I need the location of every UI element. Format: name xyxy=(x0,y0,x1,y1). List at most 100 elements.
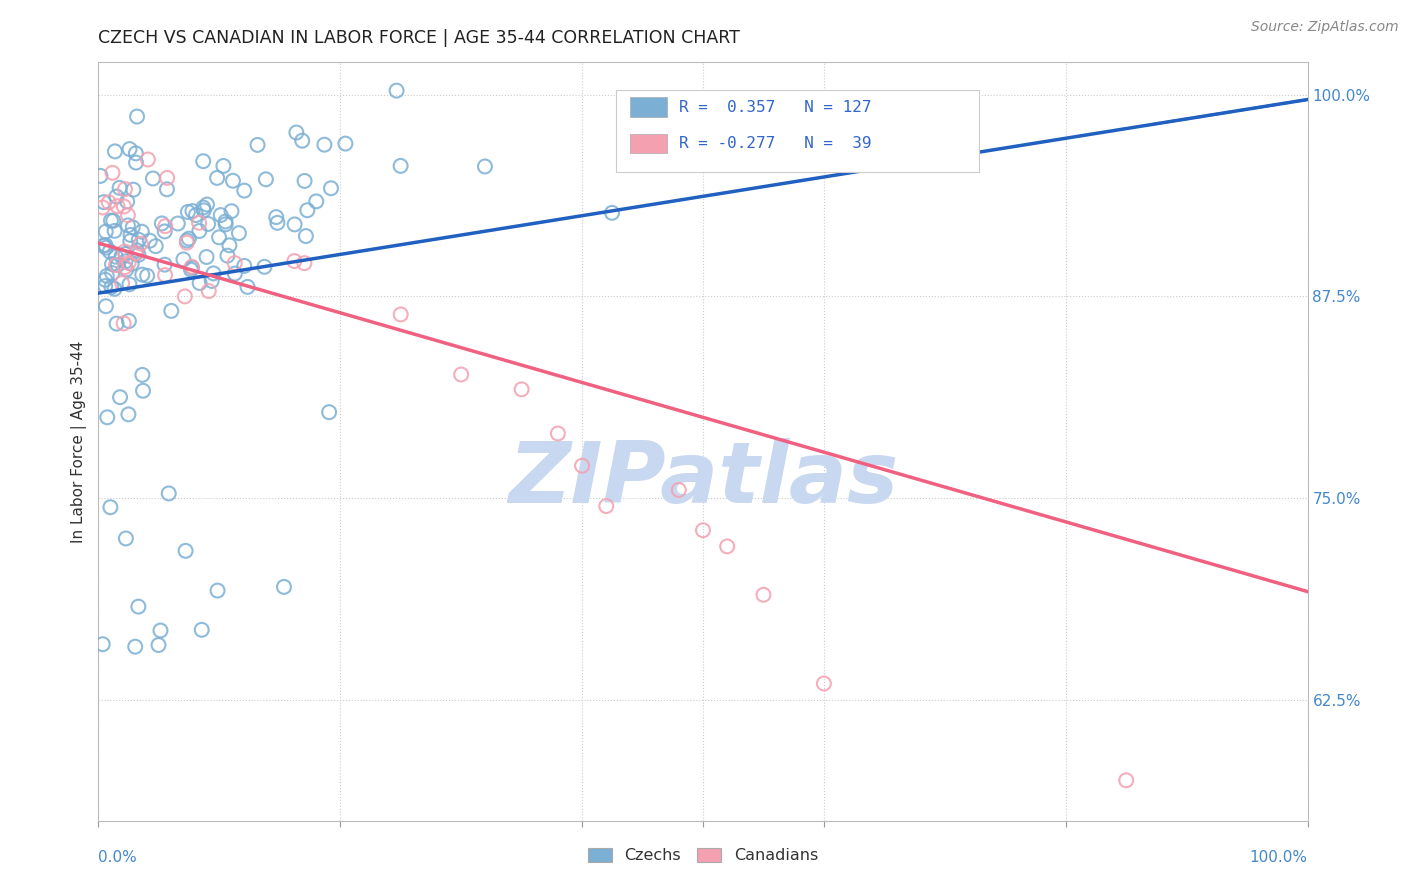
Point xyxy=(177,205,200,219)
Point xyxy=(205,170,228,185)
Point xyxy=(188,224,211,238)
Point xyxy=(124,640,146,654)
Point xyxy=(94,299,117,313)
Point xyxy=(105,189,128,203)
Point xyxy=(201,274,224,288)
Point xyxy=(149,624,172,638)
Point xyxy=(120,227,142,242)
Point xyxy=(101,257,124,271)
Point xyxy=(156,182,179,196)
Text: 100.0%: 100.0% xyxy=(1250,850,1308,865)
Point xyxy=(94,225,117,239)
Point xyxy=(115,194,138,209)
Point xyxy=(125,146,148,161)
Point xyxy=(450,368,472,382)
Point xyxy=(193,203,215,218)
Point xyxy=(142,171,165,186)
Point xyxy=(139,234,162,248)
Point xyxy=(600,206,623,220)
Point xyxy=(104,224,127,238)
FancyBboxPatch shape xyxy=(616,90,979,172)
Point xyxy=(195,250,218,264)
Point xyxy=(813,676,835,690)
Point xyxy=(118,314,141,328)
Point xyxy=(97,195,120,210)
Point xyxy=(91,637,114,651)
Point xyxy=(98,244,121,259)
Text: ZIPatlas: ZIPatlas xyxy=(508,438,898,521)
Point xyxy=(233,184,256,198)
Point xyxy=(125,246,148,260)
Point xyxy=(131,268,153,282)
Point xyxy=(222,174,245,188)
Point xyxy=(716,540,738,554)
Point xyxy=(177,232,200,246)
Point xyxy=(752,588,775,602)
Point xyxy=(153,268,176,282)
Point xyxy=(115,532,138,546)
Point xyxy=(93,195,115,210)
Point xyxy=(184,208,207,222)
Point xyxy=(115,262,138,277)
Point xyxy=(224,267,246,281)
Point xyxy=(214,214,236,228)
Point xyxy=(114,244,136,259)
Point xyxy=(104,250,127,264)
Point xyxy=(195,197,218,211)
Point xyxy=(172,252,194,267)
Point xyxy=(111,276,134,290)
Point xyxy=(207,583,229,598)
Point xyxy=(305,194,328,209)
Point xyxy=(1115,773,1137,788)
Point xyxy=(153,258,176,272)
Text: R = -0.277   N =  39: R = -0.277 N = 39 xyxy=(679,136,872,151)
Point xyxy=(264,210,287,224)
Point xyxy=(120,234,142,248)
Point xyxy=(547,426,569,441)
Point xyxy=(190,623,212,637)
Point xyxy=(291,134,314,148)
Point xyxy=(233,259,256,273)
Point xyxy=(103,214,125,228)
Point xyxy=(156,170,179,185)
Point xyxy=(193,154,215,169)
Point xyxy=(188,276,211,290)
Point xyxy=(157,486,180,500)
Text: CZECH VS CANADIAN IN LABOR FORCE | AGE 35-44 CORRELATION CHART: CZECH VS CANADIAN IN LABOR FORCE | AGE 3… xyxy=(98,29,741,47)
Point xyxy=(117,408,139,422)
Point xyxy=(104,145,127,159)
Point xyxy=(129,236,152,251)
Point xyxy=(101,166,124,180)
Point xyxy=(131,225,153,239)
Point xyxy=(314,137,336,152)
Point xyxy=(125,110,148,124)
Point xyxy=(105,317,128,331)
Point xyxy=(176,234,198,248)
Point xyxy=(132,384,155,398)
Point xyxy=(100,213,122,227)
Point xyxy=(117,219,139,233)
Point xyxy=(208,230,231,244)
Point xyxy=(136,268,159,283)
Point xyxy=(112,199,135,213)
Point xyxy=(131,368,153,382)
Point xyxy=(273,580,295,594)
Point xyxy=(114,247,136,261)
Point xyxy=(127,248,149,262)
Point xyxy=(389,308,412,322)
Point xyxy=(180,260,202,274)
Text: 0.0%: 0.0% xyxy=(98,850,138,865)
Point xyxy=(197,284,219,298)
Point xyxy=(107,258,129,272)
FancyBboxPatch shape xyxy=(630,134,666,153)
Point xyxy=(668,483,690,497)
Point xyxy=(221,204,243,219)
Point xyxy=(118,142,141,156)
Point xyxy=(91,238,114,252)
Point xyxy=(128,233,150,247)
Point xyxy=(595,499,617,513)
Point xyxy=(176,235,198,250)
Point xyxy=(295,229,318,244)
Point xyxy=(94,273,117,287)
Point xyxy=(246,137,269,152)
